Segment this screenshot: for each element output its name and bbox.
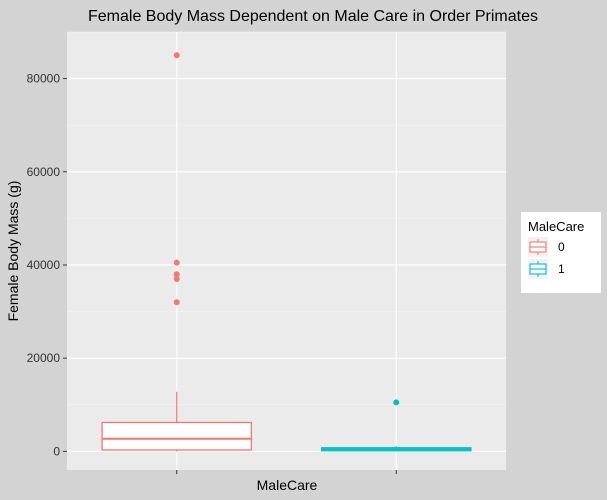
y-tick-label: 0 [53,444,60,458]
outlier-point [173,271,180,278]
chart-title: Female Body Mass Dependent on Male Care … [88,8,538,25]
y-tick-label: 60000 [27,165,61,179]
outlier-point [173,259,180,266]
legend-title: MaleCare [528,219,584,234]
grid [67,31,506,470]
y-tick-label: 20000 [27,351,61,365]
boxplots [101,52,472,452]
y-axis-title: Female Body Mass (g) [5,181,21,322]
y-axis: 0 20000 40000 60000 80000 [27,72,397,474]
outlier-point [393,399,400,406]
legend-keys: 01 [528,237,565,279]
outlier-point [173,275,180,282]
panel-background [67,32,506,470]
legend-label: 1 [558,262,565,276]
legend-label: 0 [558,240,565,254]
y-tick-label: 40000 [27,258,61,272]
x-axis-title: MaleCare [257,477,318,493]
outlier-point [173,52,180,59]
y-tick-label: 80000 [27,72,61,86]
box [101,421,253,451]
legend: MaleCare 01 [521,212,601,293]
outlier-point [173,299,180,306]
